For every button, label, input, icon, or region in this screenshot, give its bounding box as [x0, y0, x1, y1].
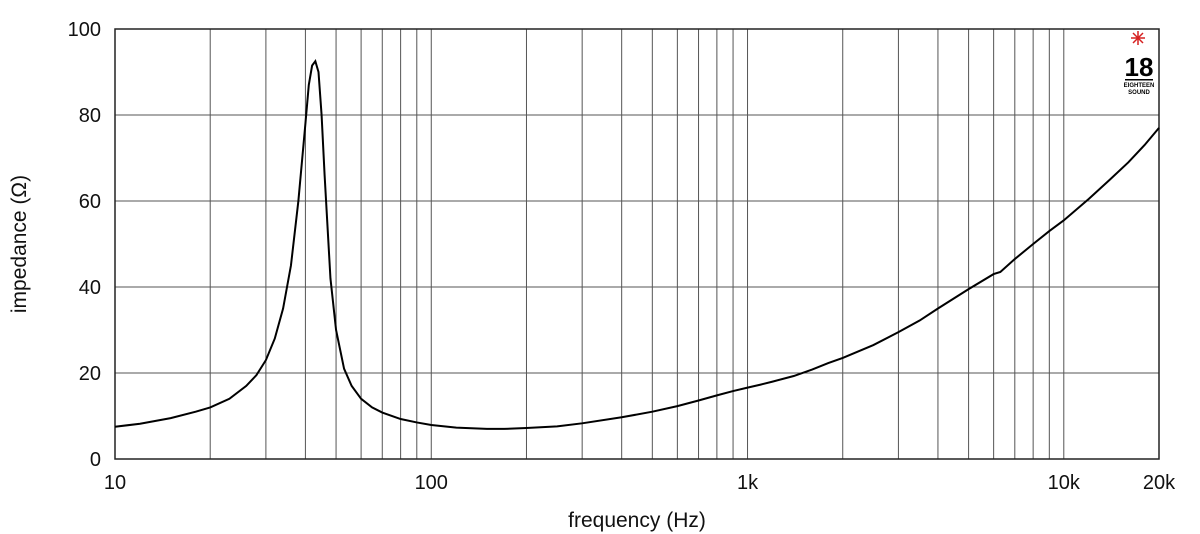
x-tick-label: 20k: [1143, 472, 1176, 494]
brand-logo: 18 EIGHTEEN SOUND: [1124, 31, 1155, 96]
y-tick-label: 0: [90, 449, 101, 471]
y-tick-label: 80: [79, 105, 101, 127]
x-tick-label: 1k: [737, 472, 759, 494]
x-tick-label: 10: [104, 472, 126, 494]
star-icon: [1131, 31, 1145, 45]
logo-rule: [1125, 79, 1153, 81]
y-axis-title: impedance (Ω): [8, 175, 31, 313]
y-tick-label: 20: [79, 363, 101, 385]
x-tick-label: 10k: [1048, 472, 1081, 494]
logo-line1: EIGHTEEN: [1124, 83, 1155, 89]
impedance-curve: [114, 59, 1160, 430]
y-tick-label: 40: [79, 277, 101, 299]
plot-frame: [114, 28, 1160, 460]
y-tick-label: 60: [79, 191, 101, 213]
logo-line2: SOUND: [1128, 90, 1150, 96]
y-tick-label: 100: [68, 19, 101, 41]
x-tick-label: 100: [415, 472, 448, 494]
tick-labels: 10 100 1k 10k 20k 0 20 40 60 80 100: [68, 19, 1176, 494]
logo-number: 18: [1125, 52, 1154, 82]
x-axis-title: frequency (Hz): [568, 509, 706, 532]
